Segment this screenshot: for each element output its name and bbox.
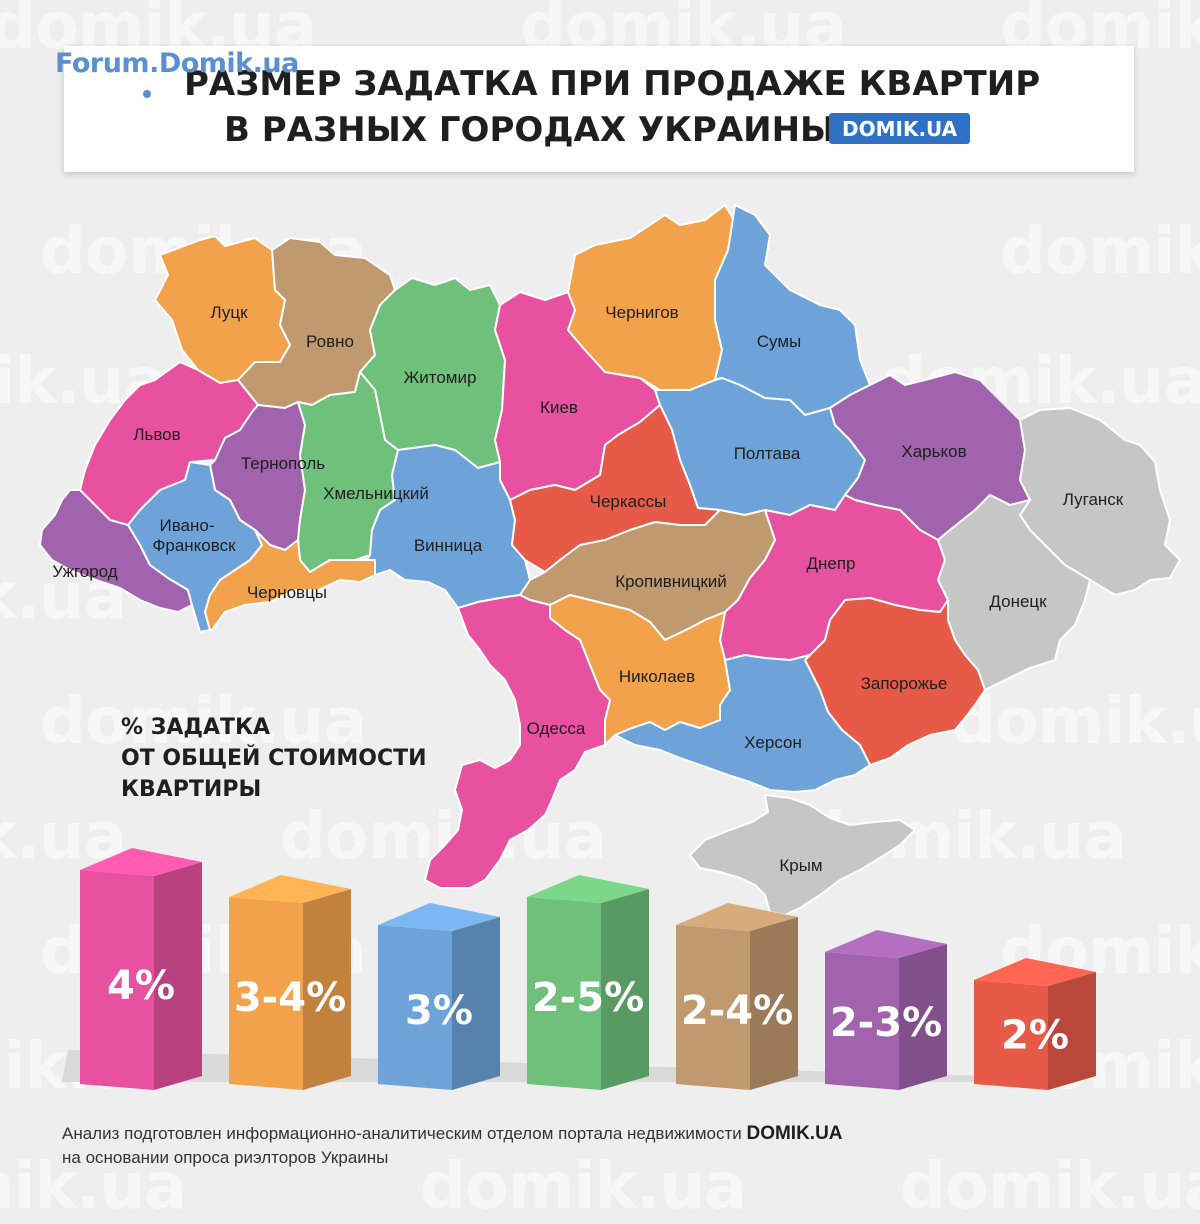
bar-label: 2-5% xyxy=(532,975,644,1021)
map-label-chernivtsi: Черновцы xyxy=(247,583,327,602)
map-label-poltava: Полтава xyxy=(734,444,801,463)
page-title-line-2: В РАЗНЫХ ГОРОДАХ УКРАИНЫ xyxy=(224,110,836,150)
bar-front-face xyxy=(527,897,601,1090)
bar-side-face xyxy=(750,917,798,1090)
bar-side-face xyxy=(452,917,500,1090)
bar-front-face xyxy=(676,925,750,1090)
legend-bar-7: 2% xyxy=(974,958,1096,1090)
bar-top-face xyxy=(527,875,649,903)
bar-front-face xyxy=(974,980,1048,1090)
bar-front-face xyxy=(378,925,452,1090)
map-label-zaporizhzhia: Запорожье xyxy=(861,674,948,693)
legend-bar-2: 3-4% xyxy=(229,875,351,1090)
map-label-ivano: Ивано- xyxy=(159,516,214,535)
region-kherson[interactable] xyxy=(614,654,871,793)
footnote-line-2: на основании опроса риэлторов Украины xyxy=(62,1148,389,1167)
map-label-luhansk: Луганск xyxy=(1063,490,1124,509)
map-label-vinnytsia: Винница xyxy=(414,536,483,555)
bar-top-face xyxy=(974,958,1096,986)
map-label-kropyvnytskyi: Кропивницкий xyxy=(615,572,727,591)
bar-label: 3-4% xyxy=(234,975,346,1021)
legend-bar-5: 2-4% xyxy=(676,903,798,1090)
legend-title: % ЗАДАТКА ОТ ОБЩЕЙ СТОИМОСТИ КВАРТИРЫ xyxy=(121,715,427,802)
bar-front-face xyxy=(80,870,154,1090)
title-panel: РАЗМЕР ЗАДАТКА ПРИ ПРОДАЖЕ КВАРТИР В РАЗ… xyxy=(64,46,1134,172)
map-label-donetsk: Донецк xyxy=(989,592,1047,611)
region-chernivtsi[interactable] xyxy=(204,529,376,631)
map-label-lutsk: Луцк xyxy=(210,303,248,322)
map-label-uzhhorod: Ужгород xyxy=(52,562,117,581)
bar-side-face xyxy=(601,889,649,1090)
map-label-mykolaiv: Николаев xyxy=(619,667,695,686)
map-label-kyiv: Киев xyxy=(540,398,578,417)
page-title-line-1: РАЗМЕР ЗАДАТКА ПРИ ПРОДАЖЕ КВАРТИР xyxy=(184,64,1041,104)
map-label-lviv: Львов xyxy=(133,425,180,444)
bar-label: 3% xyxy=(405,988,473,1034)
bar-top-face xyxy=(825,930,947,958)
map-label-chernihiv: Чернигов xyxy=(605,303,678,322)
bar-side-face xyxy=(1048,972,1096,1090)
legend-bar-4: 2-5% xyxy=(527,875,649,1090)
legend-bar-1: 4% xyxy=(80,848,202,1090)
map-label-dnipro: Днепр xyxy=(806,554,855,573)
bar-label: 2% xyxy=(1001,1013,1069,1059)
bar-label: 2-3% xyxy=(830,1000,942,1046)
map-label-kherson: Херсон xyxy=(744,733,802,752)
bar-top-face xyxy=(676,903,798,931)
forum-logo[interactable]: Forum.Domik.ua xyxy=(55,48,299,79)
footnote-brand[interactable]: DOMIK.UA xyxy=(746,1123,843,1144)
region-odesa[interactable] xyxy=(424,594,611,889)
map-label-kharkiv: Харьков xyxy=(901,442,966,461)
map-label-sumy: Сумы xyxy=(757,332,802,351)
region-uzhhorod[interactable] xyxy=(39,489,193,613)
bar-side-face xyxy=(154,862,202,1090)
map-label-rivne: Ровно xyxy=(306,332,354,351)
map-label-odesa: Одесса xyxy=(527,719,586,738)
map-label-crimea: Крым xyxy=(779,856,822,875)
map-label-frankivsk: Франковск xyxy=(152,536,236,555)
bar-label: 4% xyxy=(107,963,175,1009)
region-crimea[interactable] xyxy=(689,794,916,916)
bar-side-face xyxy=(303,889,351,1090)
bar-top-face xyxy=(80,848,202,876)
map-label-cherkasy: Черкассы xyxy=(590,492,667,511)
bar-top-face xyxy=(229,875,351,903)
footnote: Анализ подготовлен информационно-аналити… xyxy=(62,1122,843,1170)
map-label-khmelnytskyi: Хмельницкий xyxy=(323,484,429,503)
logo-dot-icon xyxy=(143,90,151,98)
bar-top-face xyxy=(378,903,500,931)
map-label-ternopil: Тернополь xyxy=(241,454,325,473)
bar-front-face xyxy=(229,897,303,1090)
footnote-line-1: Анализ подготовлен информационно-аналити… xyxy=(62,1124,747,1143)
domik-badge: DOMIK.UA xyxy=(829,113,971,144)
bar-front-face xyxy=(825,952,899,1090)
map-label-zhytomyr: Житомир xyxy=(404,368,477,387)
bar-side-face xyxy=(899,944,947,1090)
legend-bar-6: 2-3% xyxy=(825,930,947,1090)
legend-bar-3: 3% xyxy=(378,903,500,1090)
bar-label: 2-4% xyxy=(681,988,793,1034)
